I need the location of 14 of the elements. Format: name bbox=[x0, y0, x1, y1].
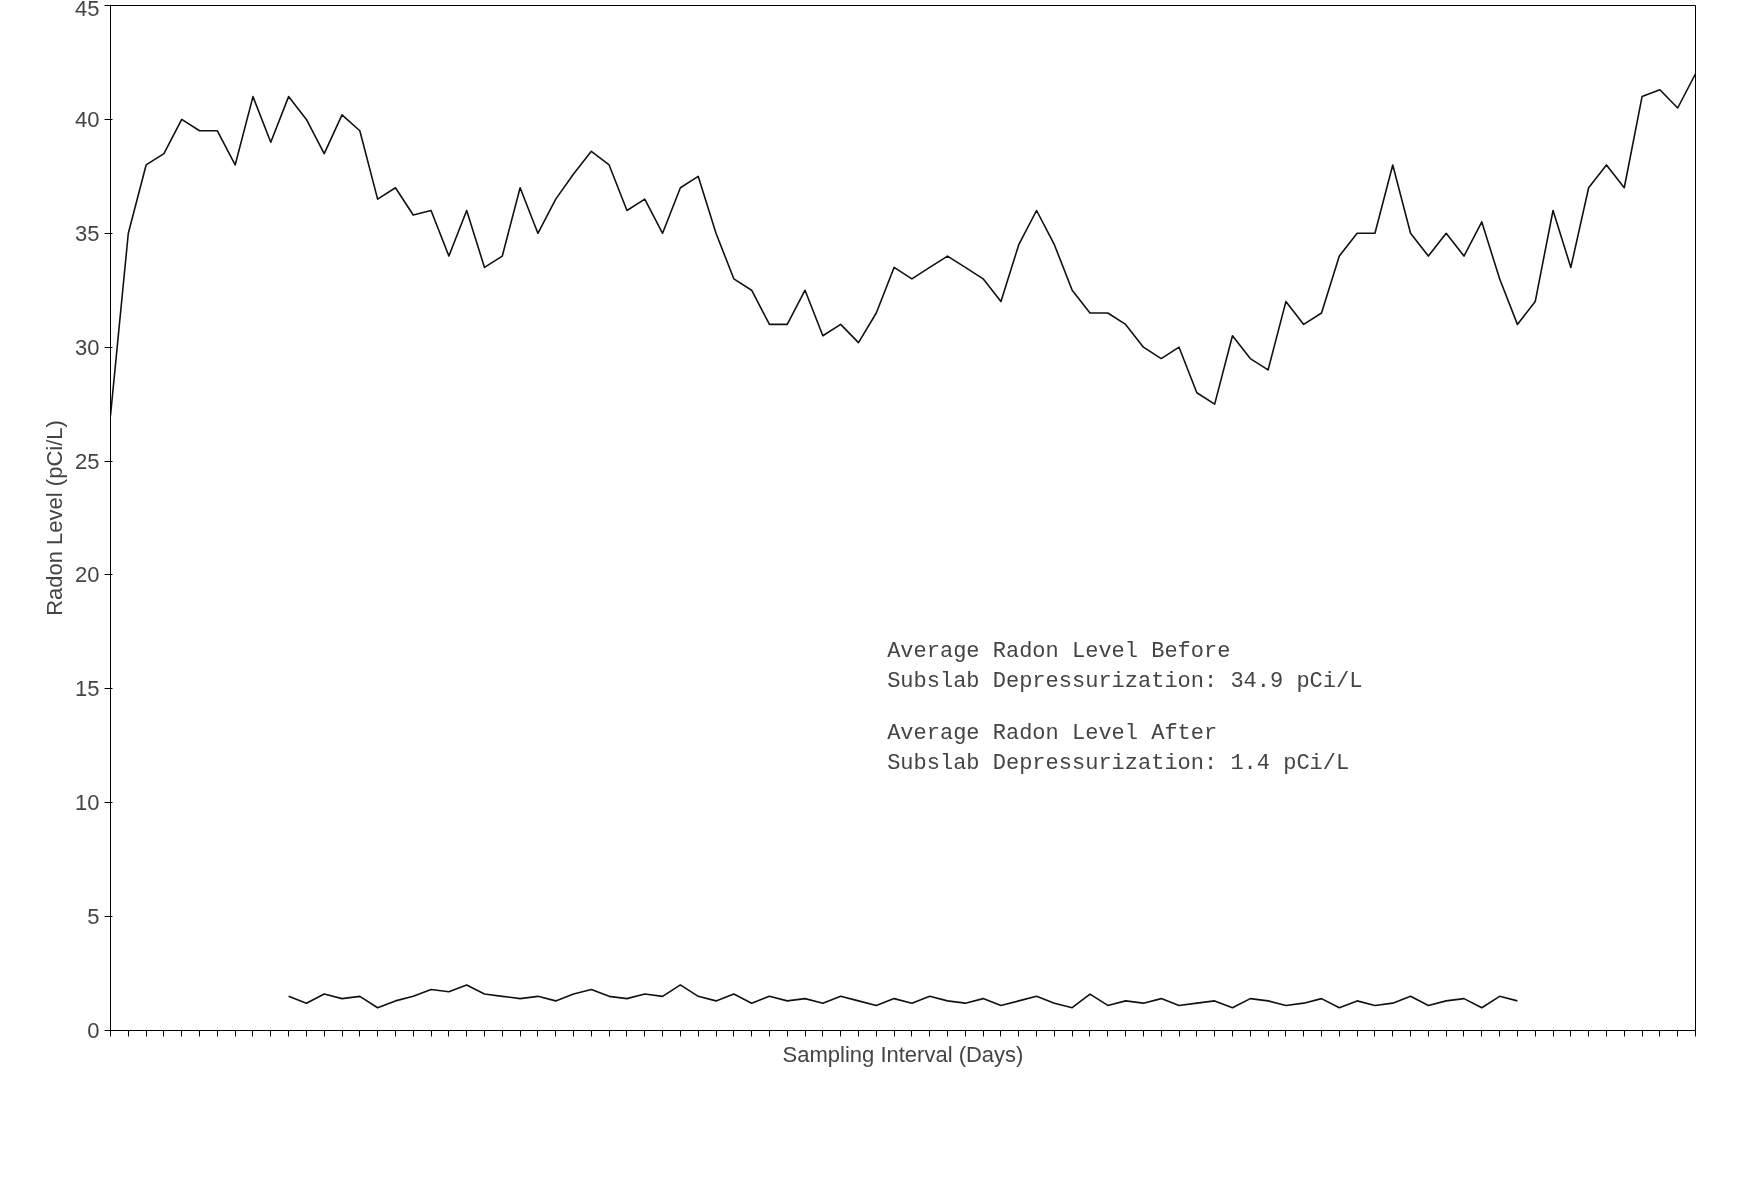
y-axis-title: Radon Level (pCi/L) bbox=[42, 420, 68, 616]
y-tick-label: 20 bbox=[75, 562, 100, 588]
y-tick-label: 15 bbox=[75, 676, 100, 702]
y-tick-label: 5 bbox=[87, 904, 100, 930]
y-tick-label: 35 bbox=[75, 220, 100, 246]
annotation: Average Radon Level Before Subslab Depressurization: 34.9 pCi/L bbox=[887, 639, 1363, 695]
y-tick-label: 25 bbox=[75, 448, 100, 474]
y-tick-label: 45 bbox=[75, 0, 100, 21]
y-tick-label: 30 bbox=[75, 334, 100, 360]
x-axis-title: Sampling Interval (Days) bbox=[782, 1041, 1024, 1067]
y-tick-label: 10 bbox=[75, 790, 100, 816]
annotation: Average Radon Level After Subslab Depressurization: 1.4 pCi/L bbox=[887, 721, 1350, 777]
y-tick-label: 40 bbox=[75, 106, 100, 132]
y-tick-label: 0 bbox=[87, 1018, 100, 1043]
